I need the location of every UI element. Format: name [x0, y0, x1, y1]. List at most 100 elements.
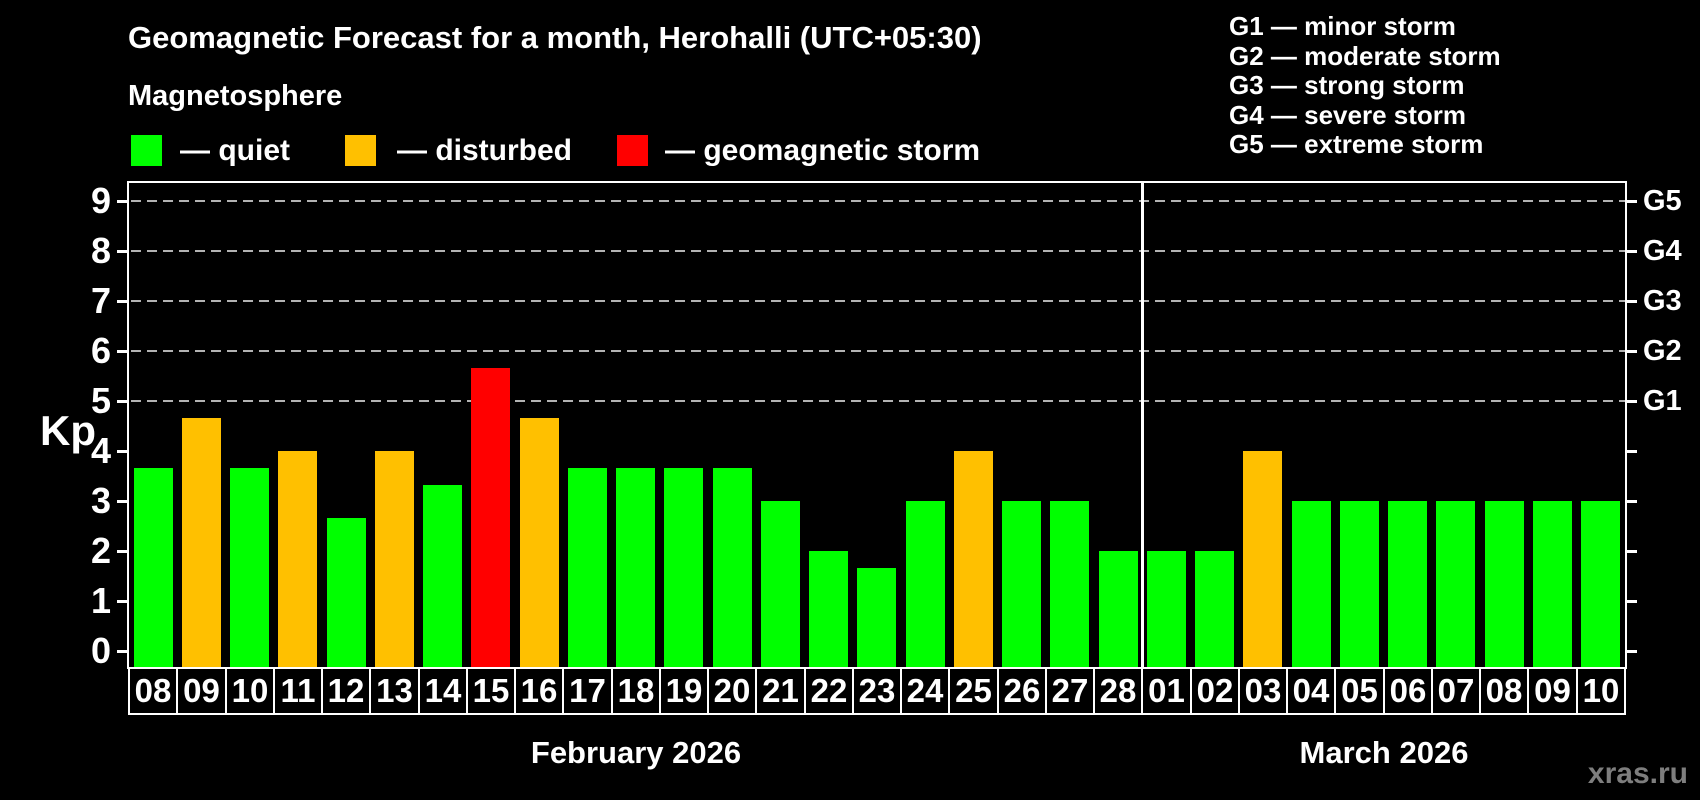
kp-bar-feb-24: [906, 501, 945, 667]
storm-scale-line-g2: G2 — moderate storm: [1229, 40, 1501, 71]
kp-bar-mar-01: [1147, 551, 1186, 667]
day-label-feb-27: 27: [1045, 667, 1095, 715]
disturbed-swatch: [345, 135, 376, 166]
storm-scale-line-g5: G5 — extreme storm: [1229, 129, 1484, 159]
magnetosphere-subtitle: Magnetosphere: [128, 80, 343, 112]
day-label-feb-09: 09: [176, 667, 227, 715]
storm-scale-line-g4: G4 — severe storm: [1229, 99, 1467, 130]
day-label-mar-01: 01: [1141, 667, 1192, 715]
month-separator: [1141, 183, 1144, 667]
left-tick-kp3: [117, 500, 127, 503]
day-label-feb-10: 10: [225, 667, 275, 715]
gridline-kp9: [131, 200, 1625, 202]
kp-bar-feb-13: [375, 451, 414, 667]
kp-bar-feb-27: [1050, 501, 1089, 667]
kp-bar-feb-14: [423, 485, 462, 668]
kp-bar-feb-11: [278, 451, 317, 667]
day-label-feb-12: 12: [321, 667, 371, 715]
day-label-mar-09: 09: [1527, 667, 1578, 715]
y-axis-label-2: 2: [90, 530, 111, 571]
kp-bar-feb-21: [761, 501, 800, 667]
kp-bar-feb-26: [1002, 501, 1041, 667]
day-label-mar-08: 08: [1479, 667, 1529, 715]
day-label-mar-10: 10: [1576, 667, 1626, 715]
day-label-feb-24: 24: [900, 667, 950, 715]
day-label-feb-28: 28: [1093, 667, 1143, 715]
right-axis-label-g2: G2: [1643, 335, 1682, 367]
right-tick-kp1: [1627, 600, 1637, 603]
day-label-feb-23: 23: [852, 667, 902, 715]
storm-scale-line-g1: G1 — minor storm: [1229, 11, 1456, 41]
disturbed-legend-label: — disturbed: [397, 134, 573, 167]
kp-bar-mar-09: [1533, 501, 1572, 667]
kp-bar-feb-22: [809, 551, 848, 667]
left-tick-kp1: [117, 600, 127, 603]
day-label-feb-08: 08: [128, 667, 178, 715]
y-axis-label-9: 9: [90, 180, 111, 221]
day-label-feb-26: 26: [997, 667, 1047, 715]
right-tick-kp0: [1627, 650, 1637, 653]
storm-legend-label: — geomagnetic storm: [665, 134, 981, 167]
day-label-feb-13: 13: [369, 667, 420, 715]
kp-bar-mar-07: [1436, 501, 1475, 667]
left-tick-kp7: [117, 300, 127, 303]
day-label-feb-16: 16: [514, 667, 564, 715]
quiet-swatch: [131, 135, 162, 166]
kp-bar-feb-17: [568, 468, 607, 668]
right-tick-kp6: [1627, 350, 1637, 353]
kp-bar-mar-03: [1243, 451, 1282, 667]
day-label-mar-03: 03: [1238, 667, 1288, 715]
right-tick-kp2: [1627, 550, 1637, 553]
day-label-feb-17: 17: [562, 667, 613, 715]
kp-bar-mar-08: [1485, 501, 1524, 667]
kp-bar-mar-06: [1388, 501, 1427, 667]
kp-axis-label: Kp: [40, 407, 96, 454]
storm-scale-line-g3: G3 — strong storm: [1229, 70, 1465, 100]
y-axis-label-6: 6: [90, 330, 111, 371]
kp-bar-feb-12: [327, 518, 366, 668]
y-axis-label-0: 0: [90, 630, 111, 671]
y-axis-label-1: 1: [90, 580, 111, 621]
day-label-mar-05: 05: [1334, 667, 1385, 715]
kp-bar-feb-20: [713, 468, 752, 668]
month-label-february: February 2026: [530, 735, 742, 770]
kp-bar-feb-08: [134, 468, 173, 668]
kp-bar-feb-10: [230, 468, 269, 668]
kp-bar-feb-15: [471, 368, 510, 668]
right-tick-kp3: [1627, 500, 1637, 503]
left-tick-kp5: [117, 400, 127, 403]
right-tick-kp4: [1627, 450, 1637, 453]
day-label-feb-18: 18: [611, 667, 661, 715]
right-tick-kp9: [1627, 200, 1637, 203]
day-label-feb-19: 19: [659, 667, 709, 715]
page-title: Geomagnetic Forecast for a month, Heroha…: [128, 20, 982, 55]
right-axis-label-g4: G4: [1643, 235, 1682, 267]
right-tick-kp7: [1627, 300, 1637, 303]
kp-bar-mar-04: [1292, 501, 1331, 667]
quiet-legend-label: — quiet: [180, 134, 290, 167]
y-axis-label-8: 8: [90, 230, 111, 271]
day-label-feb-11: 11: [273, 667, 323, 715]
day-label-mar-06: 06: [1383, 667, 1433, 715]
gridline-kp6: [131, 350, 1625, 352]
kp-bar-feb-28: [1099, 551, 1138, 667]
day-label-feb-25: 25: [948, 667, 999, 715]
day-label-mar-04: 04: [1286, 667, 1336, 715]
kp-bar-feb-16: [520, 418, 559, 668]
kp-bar-mar-10: [1581, 501, 1620, 667]
right-axis-label-g5: G5: [1643, 185, 1682, 217]
y-axis-label-7: 7: [90, 280, 111, 321]
left-tick-kp9: [117, 200, 127, 203]
day-label-feb-21: 21: [755, 667, 806, 715]
left-tick-kp8: [117, 250, 127, 253]
kp-bar-mar-05: [1340, 501, 1379, 667]
kp-bar-feb-25: [954, 451, 993, 667]
day-label-feb-20: 20: [707, 667, 757, 715]
y-axis-label-5: 5: [90, 380, 111, 421]
storm-scale-legend: G1 — minor storm G2 — moderate storm G3 — …: [1229, 11, 1501, 160]
gridline-kp7: [131, 300, 1625, 302]
left-tick-kp2: [117, 550, 127, 553]
kp-bar-feb-09: [182, 418, 221, 668]
gridline-kp8: [131, 250, 1625, 252]
